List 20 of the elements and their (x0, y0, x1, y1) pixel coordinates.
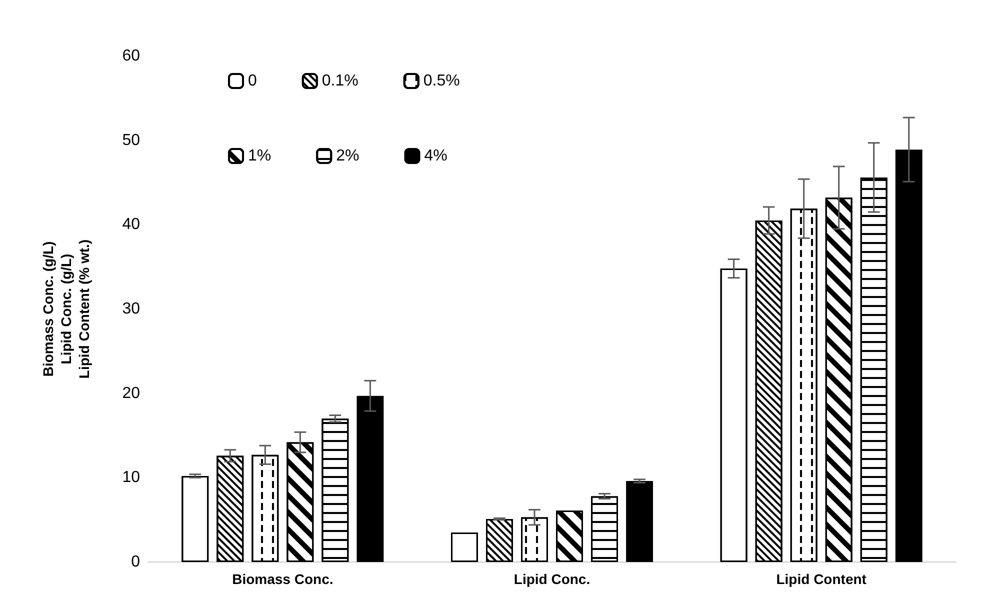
legend-label: 0.5% (423, 72, 460, 90)
bar (356, 396, 384, 562)
y-tick-label: 20 (122, 384, 140, 402)
legend-label: 4% (424, 148, 448, 164)
y-tick-label: 60 (122, 48, 140, 64)
x-tick-label: Lipid Conc. (514, 571, 590, 587)
bar (626, 481, 653, 562)
y-tick-label: 40 (122, 216, 140, 234)
legend-label: 0.1% (322, 72, 358, 90)
y-axis-title: Biomass Conc. (g/L) Lipid Conc. (g/L) Lipid Content (% wt.) (40, 239, 92, 379)
legend-label: 1% (248, 148, 272, 164)
bar (895, 150, 922, 562)
x-tick-label: Lipid Content (776, 571, 867, 587)
y-tick-label: 50 (122, 132, 140, 149)
legend-label: 0 (248, 72, 257, 90)
y-tick-label: 10 (122, 469, 140, 486)
y-tick-label: 0 (131, 554, 140, 570)
x-tick-label: Biomass Conc. (232, 571, 334, 587)
legend-label: 2% (336, 148, 360, 164)
y-tick-label: 30 (122, 300, 140, 318)
